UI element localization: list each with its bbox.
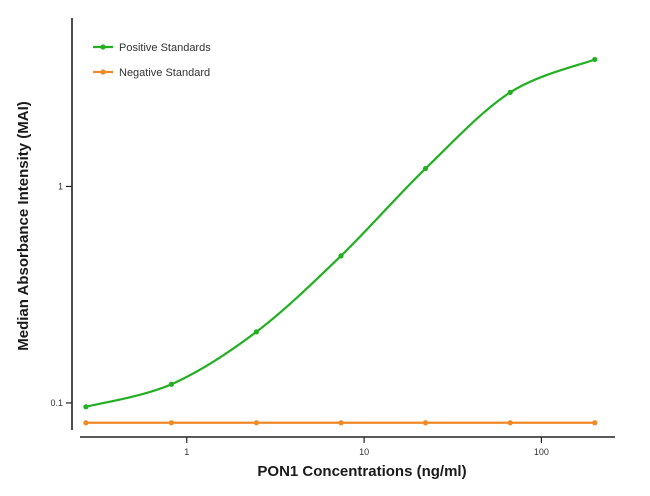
x-tick-label: 10: [359, 447, 369, 457]
legend: Positive Standards Negative Standard: [93, 42, 211, 79]
positive-standards-point: [422, 165, 429, 172]
positive-standards-point: [83, 404, 89, 410]
y-tick-label: 1: [58, 181, 63, 191]
positive-standards-point: [168, 381, 175, 387]
negative-standard-point: [253, 420, 259, 426]
positive-standards-point: [592, 56, 598, 63]
positive-standards-line: [85, 58, 596, 408]
x-axis-title: PON1 Concentrations (ng/ml): [257, 463, 466, 480]
negative-standard-point: [507, 420, 513, 426]
axes: [71, 18, 615, 438]
negative-standard-point: [83, 420, 89, 426]
legend-label-negative-standard: Negative Standard: [119, 67, 210, 79]
negative-standard-point: [168, 420, 175, 426]
legend-marker-positive-standards: [100, 44, 106, 50]
y-tick-label: 0.1: [50, 398, 63, 408]
series-group: [83, 56, 598, 426]
x-tick-label: 100: [534, 447, 549, 457]
positive-standards-point: [507, 89, 513, 95]
x-tick-label: 1: [184, 447, 189, 457]
positive-standards-point: [338, 253, 344, 259]
negative-standard-point: [592, 420, 598, 426]
positive-standards-point: [253, 329, 259, 335]
legend-label-positive-standards: Positive Standards: [119, 42, 211, 54]
tick-group: 1 10 100 0.1 1: [50, 181, 548, 457]
y-axis-title: Median Absorbance Intensity (MAI): [15, 101, 32, 350]
negative-standard-point: [338, 420, 344, 426]
negative-standard-point: [422, 420, 429, 426]
legend-marker-negative-standard: [100, 69, 106, 75]
